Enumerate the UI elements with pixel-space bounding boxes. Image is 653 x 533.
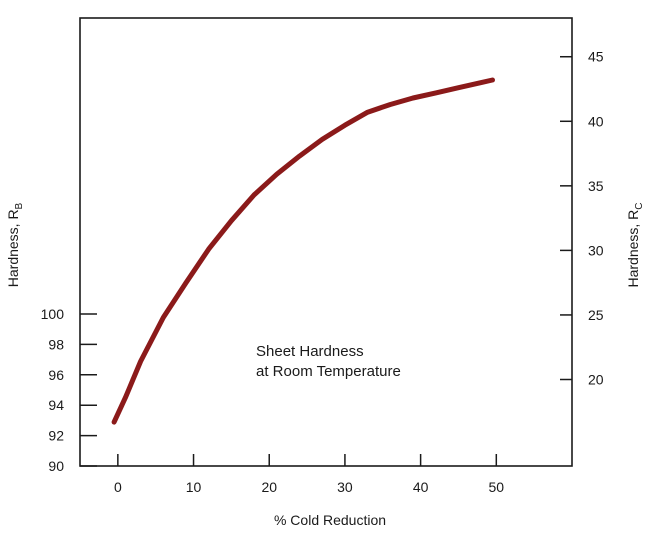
right-y-tick-label: 25 <box>588 307 604 323</box>
x-tick-label: 10 <box>186 479 202 495</box>
left-y-tick-label: 98 <box>48 336 64 352</box>
annotation-line-1: Sheet Hardness <box>256 343 364 360</box>
right-y-tick-label: 20 <box>588 371 604 387</box>
x-tick-label: 50 <box>489 479 505 495</box>
x-tick-label: 20 <box>261 479 277 495</box>
x-tick-label: 0 <box>114 479 122 495</box>
right-y-tick-label: 45 <box>588 49 604 65</box>
series-layer <box>111 77 495 425</box>
left-y-tick-label: 92 <box>48 428 64 444</box>
left-y-tick-label: 96 <box>48 367 64 383</box>
left-y-tick-label: 100 <box>41 306 65 322</box>
annotation-line-2: at Room Temperature <box>256 363 401 380</box>
right-y-axis-label: Hardness, RC <box>625 202 645 287</box>
right-y-axis-label-subscript: C <box>634 202 645 209</box>
plot-frame-layer <box>79 17 573 467</box>
hardness-curve-line <box>111 77 495 425</box>
right-y-tick-label: 35 <box>588 178 604 194</box>
left-y-tick-label: 94 <box>48 397 64 413</box>
x-tick-label: 30 <box>337 479 353 495</box>
right-y-tick-label: 30 <box>588 242 604 258</box>
left-y-axis-label-subscript: B <box>14 202 25 209</box>
x-tick-label: 40 <box>413 479 429 495</box>
x-axis-label: % Cold Reduction <box>274 512 386 528</box>
left-y-axis-label: Hardness, RB <box>5 202 25 287</box>
right-y-tick-label: 40 <box>588 113 604 129</box>
right-y-axis-label-main: Hardness, R <box>625 210 641 288</box>
tick-layer: 0 10 20 30 40 50 90 92 94 96 98 100 20 25 30 35 40 45 <box>41 49 604 495</box>
left-y-tick-label: 90 <box>48 458 64 474</box>
plot-border <box>79 17 573 467</box>
left-y-axis-label-main: Hardness, R <box>5 209 21 287</box>
